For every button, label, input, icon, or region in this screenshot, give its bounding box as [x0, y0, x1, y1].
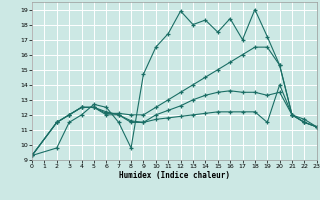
X-axis label: Humidex (Indice chaleur): Humidex (Indice chaleur) — [119, 171, 230, 180]
